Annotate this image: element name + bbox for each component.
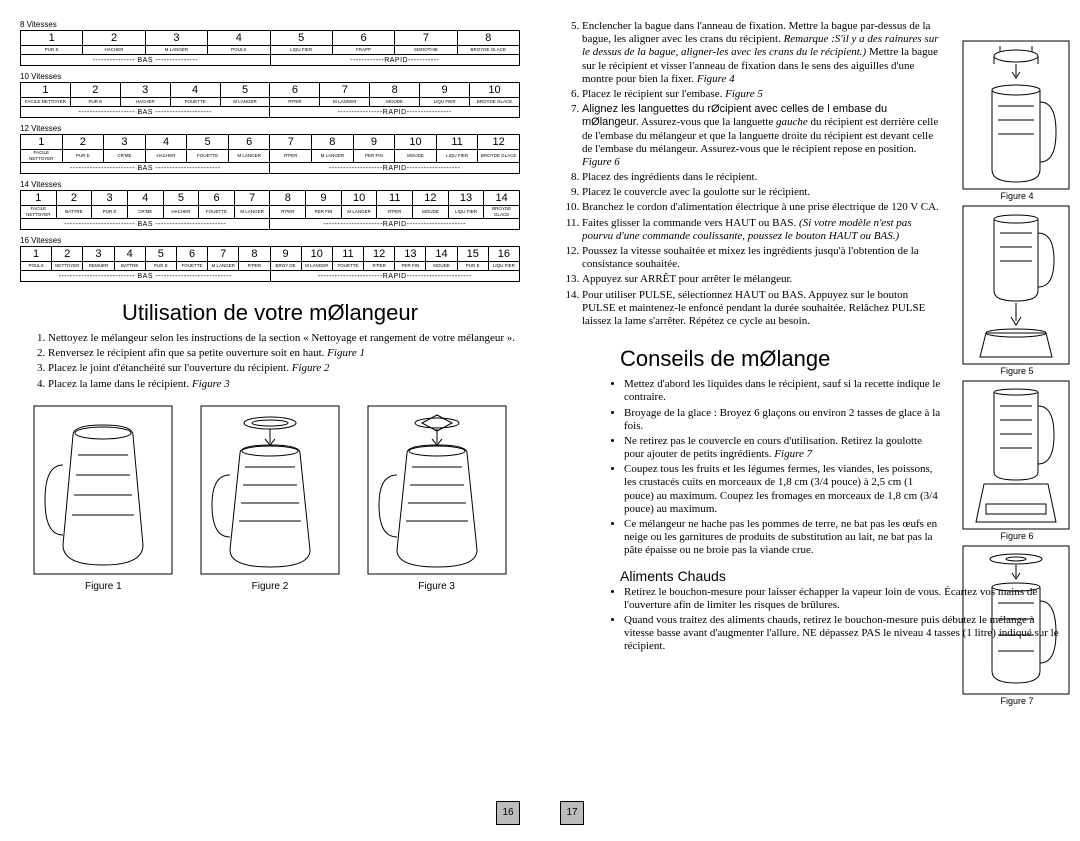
- jar-on-base-icon: [962, 380, 1070, 530]
- figure-4-caption: Figure 4: [962, 191, 1072, 201]
- right-steps: Enclencher la bague dans l'anneau de fix…: [560, 20, 942, 328]
- right-page: Enclencher la bague dans l'anneau de fix…: [540, 10, 1080, 831]
- figure-7: Figure 7: [962, 545, 1072, 706]
- figure-4: Figure 4: [962, 40, 1072, 201]
- figure-1-caption: Figure 1: [33, 581, 173, 592]
- collar-jar-icon: [962, 40, 1070, 190]
- figure-2-caption: Figure 2: [200, 581, 340, 592]
- figure-1: Figure 1: [33, 405, 173, 592]
- left-heading: Utilisation de votre mØlangeur: [20, 300, 520, 326]
- figure-6: Figure 6: [962, 380, 1072, 541]
- tips-list: Mettez d'abord les liquides dans le réci…: [610, 378, 942, 557]
- page-number-left: 16: [496, 801, 520, 825]
- figure-3-caption: Figure 3: [367, 581, 507, 592]
- left-steps: Nettoyez le mélangeur selon les instruct…: [30, 332, 520, 391]
- figure-5: Figure 5: [962, 205, 1072, 376]
- speed-tables: 8 Vitesses12345678PUR EHACHERM LANGERPOU…: [20, 20, 520, 282]
- left-page: 8 Vitesses12345678PUR EHACHERM LANGERPOU…: [0, 10, 540, 831]
- jar-blade-icon: [367, 405, 507, 575]
- page-number-right: 17: [560, 801, 584, 825]
- right-figures: Figure 4 Figure 5: [962, 40, 1072, 710]
- jar-lid-icon: [962, 545, 1070, 695]
- right-heading: Conseils de mØlange: [620, 346, 942, 372]
- figure-2: Figure 2: [200, 405, 340, 592]
- jar-base-icon: [962, 205, 1070, 365]
- figure-5-caption: Figure 5: [962, 366, 1072, 376]
- jar-icon: [33, 405, 173, 575]
- figure-row: Figure 1 Figure 2: [20, 405, 520, 592]
- jar-gasket-icon: [200, 405, 340, 575]
- figure-6-caption: Figure 6: [962, 531, 1072, 541]
- figure-7-caption: Figure 7: [962, 696, 1072, 706]
- figure-3: Figure 3: [367, 405, 507, 592]
